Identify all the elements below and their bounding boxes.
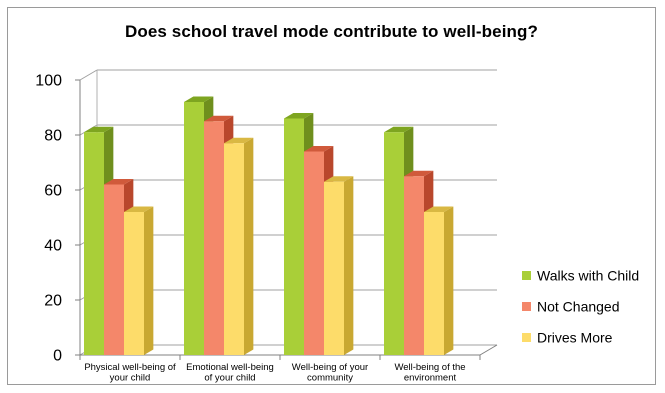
- bar: [324, 176, 354, 355]
- bar: [224, 137, 254, 355]
- x-tick-label: Well-being of your: [292, 362, 368, 373]
- bar-top: [84, 126, 114, 133]
- chart-title: Does school travel mode contribute to we…: [125, 22, 538, 41]
- gridline-diagonal: [79, 69, 98, 81]
- legend-swatch: [522, 302, 531, 311]
- bar-top: [304, 146, 334, 152]
- bar-top: [104, 179, 134, 185]
- bar-side: [344, 176, 354, 355]
- x-tick-label: community: [307, 373, 353, 384]
- legend-item: Drives More: [522, 330, 613, 346]
- bar-front: [84, 132, 104, 355]
- x-tick-label: of your child: [204, 373, 255, 384]
- bar-side: [244, 137, 254, 355]
- bar-side: [144, 206, 154, 355]
- x-tick-label: Well-being of the: [394, 362, 465, 373]
- x-tick-label: environment: [404, 373, 457, 384]
- y-tick-label: 40: [44, 238, 62, 255]
- legend-item: Not Changed: [522, 299, 620, 315]
- bars: [84, 96, 454, 355]
- bar-front: [184, 102, 204, 355]
- bar-top: [184, 96, 214, 102]
- bar-front: [204, 121, 224, 355]
- floor-edge: [479, 344, 498, 356]
- bar-front: [124, 212, 144, 355]
- bar: [424, 206, 454, 355]
- bar-side: [444, 206, 454, 355]
- bar-top: [384, 126, 414, 133]
- bar-top: [204, 115, 234, 122]
- x-tick-label: Emotional well-being: [186, 362, 274, 373]
- x-tick-label: your child: [110, 373, 151, 384]
- bar-front: [104, 184, 124, 355]
- bar-top: [424, 206, 454, 212]
- bar-front: [384, 132, 404, 355]
- bar-front: [424, 212, 444, 355]
- bar-top: [124, 206, 154, 212]
- legend-item: Walks with Child: [522, 268, 639, 284]
- bar-front: [224, 143, 244, 355]
- legend: Walks with Child Not Changed Drives More: [522, 268, 639, 346]
- x-tick-label: Physical well-being of: [84, 362, 176, 373]
- y-tick-label: 100: [35, 73, 62, 90]
- y-tick-label: 20: [44, 293, 62, 310]
- bar-front: [284, 118, 304, 355]
- bar-top: [224, 137, 254, 144]
- bar-front: [404, 176, 424, 355]
- bar-front: [304, 151, 324, 355]
- legend-swatch: [522, 333, 531, 342]
- legend-label: Walks with Child: [537, 268, 639, 284]
- bar-top: [284, 113, 314, 119]
- bar-top: [324, 176, 354, 182]
- legend-swatch: [522, 271, 531, 280]
- y-tick-label: 80: [44, 128, 62, 145]
- y-tick-label: 0: [53, 348, 62, 365]
- bar: [124, 206, 154, 355]
- bar-front: [324, 181, 344, 355]
- legend-label: Not Changed: [537, 299, 620, 315]
- legend-label: Drives More: [537, 330, 613, 346]
- y-tick-label: 60: [44, 183, 62, 200]
- bar-top: [404, 170, 434, 177]
